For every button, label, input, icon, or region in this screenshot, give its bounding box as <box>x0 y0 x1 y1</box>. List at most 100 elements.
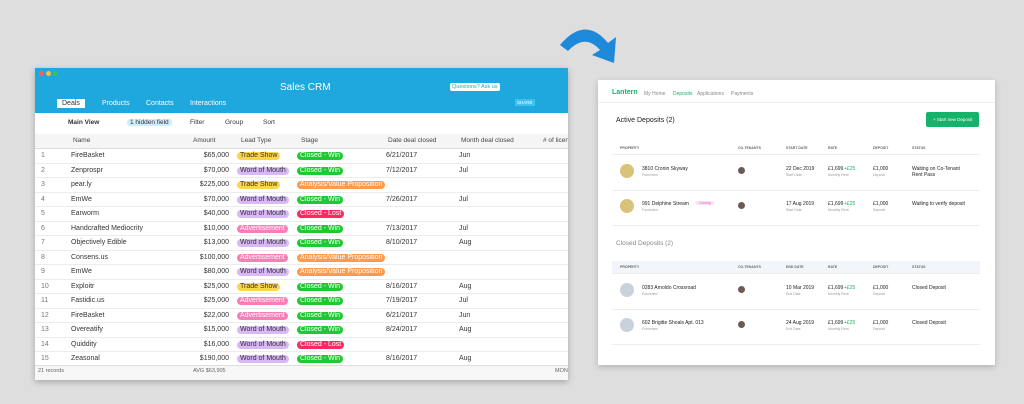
column-header: CO-TENANTS <box>738 265 761 269</box>
deposit-sub: Deposit <box>873 208 885 212</box>
row-number: 11 <box>41 297 49 304</box>
date-sub: Start Date <box>786 173 802 177</box>
property: 3810 Cronin Skyway <box>642 166 688 172</box>
rate-sub: Monthly Rent <box>828 173 849 177</box>
column-header: Date deal closed <box>388 137 437 144</box>
section-title: Active Deposits (2) <box>616 117 675 124</box>
amount: $65,000 <box>203 152 229 159</box>
cell: 8/10/2017 <box>386 239 418 246</box>
tag: Word of Mouth <box>237 210 289 218</box>
tag: Word of Mouth <box>237 355 289 363</box>
section-title: Closed Deposits (2) <box>616 240 674 247</box>
footer: AVG $63,905 <box>193 368 226 374</box>
date-sub: End Date <box>786 292 801 296</box>
cell: Aug <box>459 355 472 362</box>
toolbar-item[interactable]: Sort <box>263 119 275 126</box>
column-header: RATE <box>828 265 838 269</box>
rate-extra: +£25 <box>844 285 856 291</box>
lantern-window: Lantern My Home Deposits Applications Payme… <box>598 80 995 365</box>
new-deposit[interactable]: + Start new Deposit <box>926 112 980 127</box>
row-number: 3 <box>41 181 45 188</box>
row-line <box>35 264 568 265</box>
cell: Aug <box>459 326 472 333</box>
toolbar-item[interactable]: 1 hidden field <box>127 119 172 126</box>
column-header: Lead Type <box>241 137 272 144</box>
tag: Word of Mouth <box>237 239 289 247</box>
column-header: PROPERTY <box>620 146 640 150</box>
table-header-bg <box>612 261 980 274</box>
row-line <box>35 177 568 178</box>
cell: Fastidic.us <box>71 297 105 304</box>
toolbar-item[interactable]: Main View <box>68 119 100 126</box>
row-number: 13 <box>41 326 49 333</box>
toolbar-item[interactable]: Filter <box>190 119 205 126</box>
column-header: STATUS <box>912 265 926 269</box>
tag: Closed - Win <box>297 297 344 305</box>
tag: Analysis/Value Proposition <box>297 181 386 189</box>
tag: Word of Mouth <box>237 340 289 349</box>
row-line <box>35 278 568 280</box>
badge: Closing <box>696 201 714 205</box>
nav-item[interactable]: Applications <box>697 91 724 97</box>
rate: £1,699 <box>828 320 844 326</box>
amount: $22,000 <box>203 311 229 319</box>
amount: $70,000 <box>203 166 229 174</box>
tab[interactable]: Products <box>102 100 130 107</box>
tag: Closed - Win <box>297 239 344 247</box>
tag: Closed - Win <box>297 195 344 204</box>
amount: $15,000 <box>203 326 229 333</box>
tag: Closed - Win <box>297 166 344 175</box>
status: Closed Deposit <box>912 320 946 326</box>
row-line <box>612 344 980 345</box>
column-header: Stage <box>301 137 318 144</box>
row-line <box>35 351 568 352</box>
tag: Advertisement <box>237 224 288 233</box>
help[interactable]: Questions? Ask us <box>450 83 500 91</box>
property-sub: Furnished <box>642 327 658 331</box>
row-line <box>612 225 980 226</box>
nav-item[interactable]: My Home <box>644 91 666 97</box>
cell: Jun <box>459 311 471 319</box>
amount: $225,000 <box>199 181 229 188</box>
column-header: DEPOSIT <box>873 146 889 150</box>
cell: Zeasonal <box>71 355 100 362</box>
tab[interactable]: Deals <box>57 99 85 108</box>
property: 0283 Arnoldo Crossroad <box>642 285 696 291</box>
deposit: £1,000 <box>873 320 889 326</box>
share[interactable]: SHARE <box>515 99 535 106</box>
tab[interactable]: Contacts <box>146 100 174 107</box>
title: Sales CRM <box>280 82 331 93</box>
tag: Closed - Win <box>297 152 344 160</box>
cell: 6/21/2017 <box>386 311 418 319</box>
cell: 7/19/2017 <box>386 297 418 304</box>
nav-item[interactable]: Deposits <box>673 91 693 97</box>
deposit-sub: Deposit <box>873 327 885 331</box>
cell: 6/21/2017 <box>386 152 418 159</box>
tag: Word of Mouth <box>237 166 289 175</box>
tag: Advertisement <box>237 253 288 262</box>
date: 22 Dec 2019 <box>786 166 815 172</box>
status: Waiting on Co-Tenant Rent Pass <box>912 166 960 178</box>
tag: Closed - Lost <box>297 210 345 218</box>
rate-sub: Monthly Rent <box>828 292 849 296</box>
amount: $100,000 <box>199 253 229 261</box>
amount: $40,000 <box>203 210 229 217</box>
tab[interactable]: Interactions <box>190 100 227 107</box>
row-number: 15 <box>41 355 49 362</box>
cell: 7/12/2017 <box>386 166 418 174</box>
co-tenant <box>738 286 745 293</box>
row-number: 2 <box>41 166 45 174</box>
amount: $80,000 <box>203 268 229 275</box>
cell: 8/16/2017 <box>386 282 418 290</box>
rate: £1,699 <box>828 166 844 172</box>
tag: Advertisement <box>237 297 288 305</box>
column-header: PROPERTY <box>620 265 640 269</box>
toolbar-item[interactable]: Group <box>225 119 244 126</box>
cell: FireBasket <box>71 152 105 159</box>
deposit: £1,000 <box>873 285 889 291</box>
cell: Objectively Edible <box>71 239 127 246</box>
tag: Closed - Win <box>297 311 344 320</box>
nav-item[interactable]: Payments <box>731 91 754 97</box>
cell: Overeatify <box>71 326 103 333</box>
